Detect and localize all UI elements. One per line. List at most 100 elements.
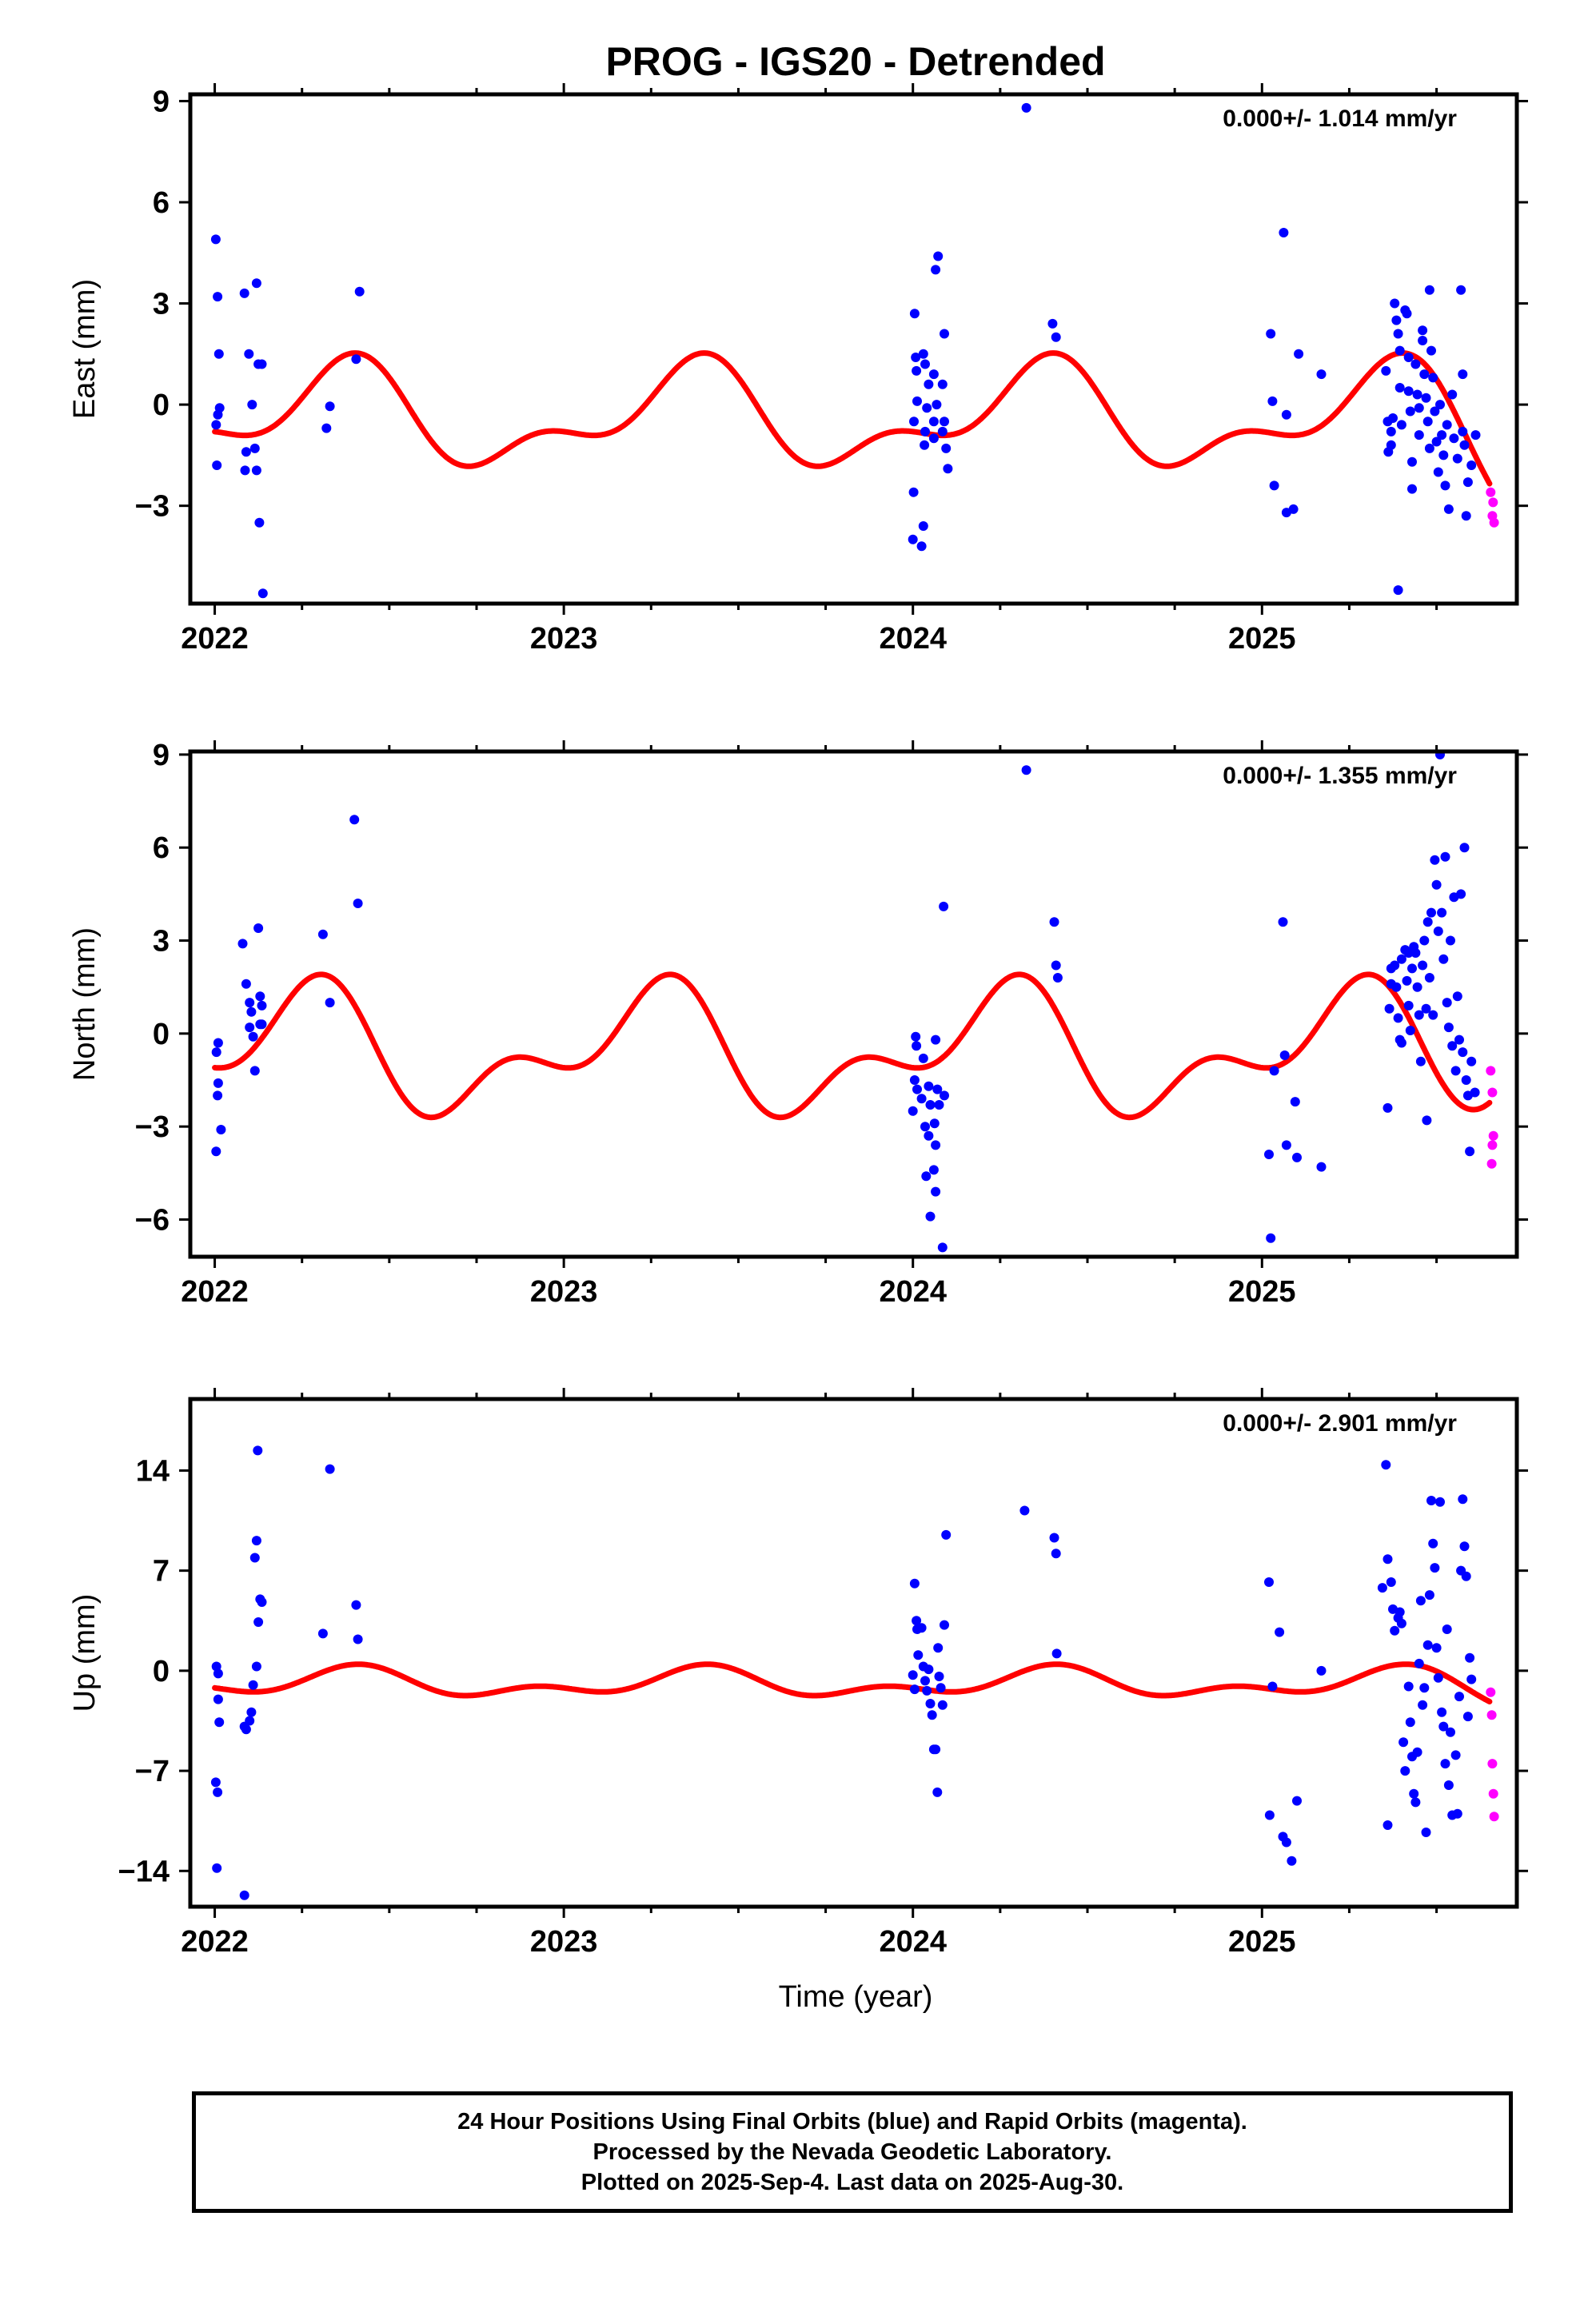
final-orbit-point xyxy=(1386,426,1396,436)
final-orbit-point xyxy=(1454,1692,1464,1702)
final-orbit-point xyxy=(911,1031,921,1042)
final-orbit-point xyxy=(213,1090,223,1101)
final-orbit-point xyxy=(1414,403,1424,413)
final-orbit-point xyxy=(251,1661,261,1672)
final-orbit-point xyxy=(937,1700,948,1710)
final-orbit-point xyxy=(924,379,934,389)
final-orbit-point xyxy=(1443,504,1454,514)
final-orbit-point xyxy=(245,1022,255,1033)
final-orbit-point xyxy=(257,359,267,369)
final-orbit-point xyxy=(909,309,920,319)
final-orbit-point xyxy=(1458,1494,1468,1505)
final-orbit-point xyxy=(1287,1856,1297,1866)
final-orbit-point xyxy=(1438,450,1449,460)
final-orbit-point xyxy=(1470,1087,1480,1098)
final-orbit-point xyxy=(912,396,922,406)
final-orbit-point xyxy=(1426,345,1436,356)
rapid-orbit-point xyxy=(1489,1812,1499,1822)
final-orbit-point xyxy=(1431,1643,1442,1653)
final-orbit-point xyxy=(1019,1505,1030,1516)
final-orbit-point xyxy=(1279,1050,1290,1060)
x-tick-label: 2025 xyxy=(1228,622,1296,656)
final-orbit-point xyxy=(1403,386,1414,397)
final-orbit-point xyxy=(351,1600,361,1610)
final-orbit-point xyxy=(1466,1056,1477,1066)
final-orbit-point xyxy=(940,417,949,427)
final-orbit-point xyxy=(1431,436,1442,447)
final-orbit-point xyxy=(912,1084,922,1094)
footer-caption-box: 24 Hour Positions Using Final Orbits (bl… xyxy=(192,2091,1513,2213)
final-orbit-point xyxy=(1456,285,1466,295)
final-orbit-point xyxy=(253,1617,264,1627)
final-orbit-point xyxy=(1424,285,1434,295)
model-fit-line xyxy=(212,350,1493,487)
final-orbit-point xyxy=(920,359,930,369)
final-orbit-point xyxy=(1396,1618,1406,1628)
final-orbit-point xyxy=(1433,467,1443,477)
x-tick-label: 2025 xyxy=(1228,1275,1296,1309)
final-orbit-point xyxy=(931,265,941,275)
final-orbit-point xyxy=(1264,1150,1274,1159)
final-orbit-point xyxy=(1458,369,1468,380)
final-orbit-point xyxy=(916,1623,927,1633)
x-tick-label: 2022 xyxy=(181,622,249,656)
final-orbit-point xyxy=(920,426,930,436)
final-orbit-point xyxy=(1396,954,1406,964)
final-orbit-point xyxy=(1422,1115,1432,1126)
final-orbit-point xyxy=(213,1038,223,1048)
final-orbit-point xyxy=(1316,1162,1327,1172)
rapid-orbit-point xyxy=(1488,1788,1498,1799)
footer-line-2: Processed by the Nevada Geodetic Laborat… xyxy=(592,2139,1112,2165)
final-orbit-point xyxy=(916,541,927,552)
final-orbit-point xyxy=(920,440,930,450)
final-orbit-point xyxy=(1418,1700,1428,1710)
final-orbit-point xyxy=(937,379,948,389)
final-orbit-point xyxy=(1430,855,1440,865)
final-orbit-point xyxy=(931,1034,941,1045)
final-orbit-point xyxy=(1407,963,1417,974)
final-orbit-point xyxy=(1452,991,1462,1002)
final-orbit-point xyxy=(931,1140,941,1150)
final-orbit-point xyxy=(1294,349,1304,359)
final-orbit-point xyxy=(1390,1625,1400,1636)
page-title: PROG - IGS20 - Detrended xyxy=(605,39,1105,84)
final-orbit-point xyxy=(1021,765,1031,775)
final-orbit-point xyxy=(239,1890,249,1900)
final-orbit-point xyxy=(1433,926,1443,936)
y-tick-label: 7 xyxy=(153,1555,170,1589)
final-orbit-point xyxy=(928,417,939,427)
final-orbit-point xyxy=(212,460,222,470)
x-tick-label: 2024 xyxy=(879,622,947,656)
final-orbit-point xyxy=(1449,433,1459,444)
final-orbit-point xyxy=(1450,1750,1461,1760)
final-orbit-point xyxy=(1281,1837,1291,1848)
final-orbit-point xyxy=(1447,1041,1458,1051)
final-orbit-point xyxy=(353,899,363,908)
final-orbit-point xyxy=(213,1694,223,1704)
y-tick-label: −6 xyxy=(135,1203,170,1237)
model-fit-line xyxy=(212,971,1493,1121)
rapid-orbit-point xyxy=(1489,517,1499,528)
final-orbit-point xyxy=(1410,359,1421,369)
y-tick-label: −14 xyxy=(118,1855,170,1888)
final-orbit-point xyxy=(1437,907,1447,918)
final-orbit-point xyxy=(1459,1541,1470,1552)
final-orbit-point xyxy=(1456,889,1466,899)
y-tick-label: 0 xyxy=(153,1655,170,1688)
x-tick-label: 2023 xyxy=(530,622,598,656)
final-orbit-point xyxy=(934,1100,944,1110)
final-orbit-point xyxy=(248,1680,258,1690)
final-orbit-point xyxy=(937,426,948,436)
final-orbit-point xyxy=(1424,973,1434,983)
final-orbit-point xyxy=(934,1672,944,1681)
final-orbit-point xyxy=(1465,1146,1475,1157)
final-orbit-point xyxy=(911,353,921,362)
final-orbit-point xyxy=(1290,1097,1300,1107)
final-orbit-point xyxy=(940,329,949,339)
final-orbit-point xyxy=(1051,332,1061,342)
final-orbit-point xyxy=(1443,1022,1454,1033)
final-orbit-point xyxy=(1465,1652,1475,1663)
final-orbit-point xyxy=(1422,417,1433,427)
final-orbit-point xyxy=(1458,426,1468,436)
